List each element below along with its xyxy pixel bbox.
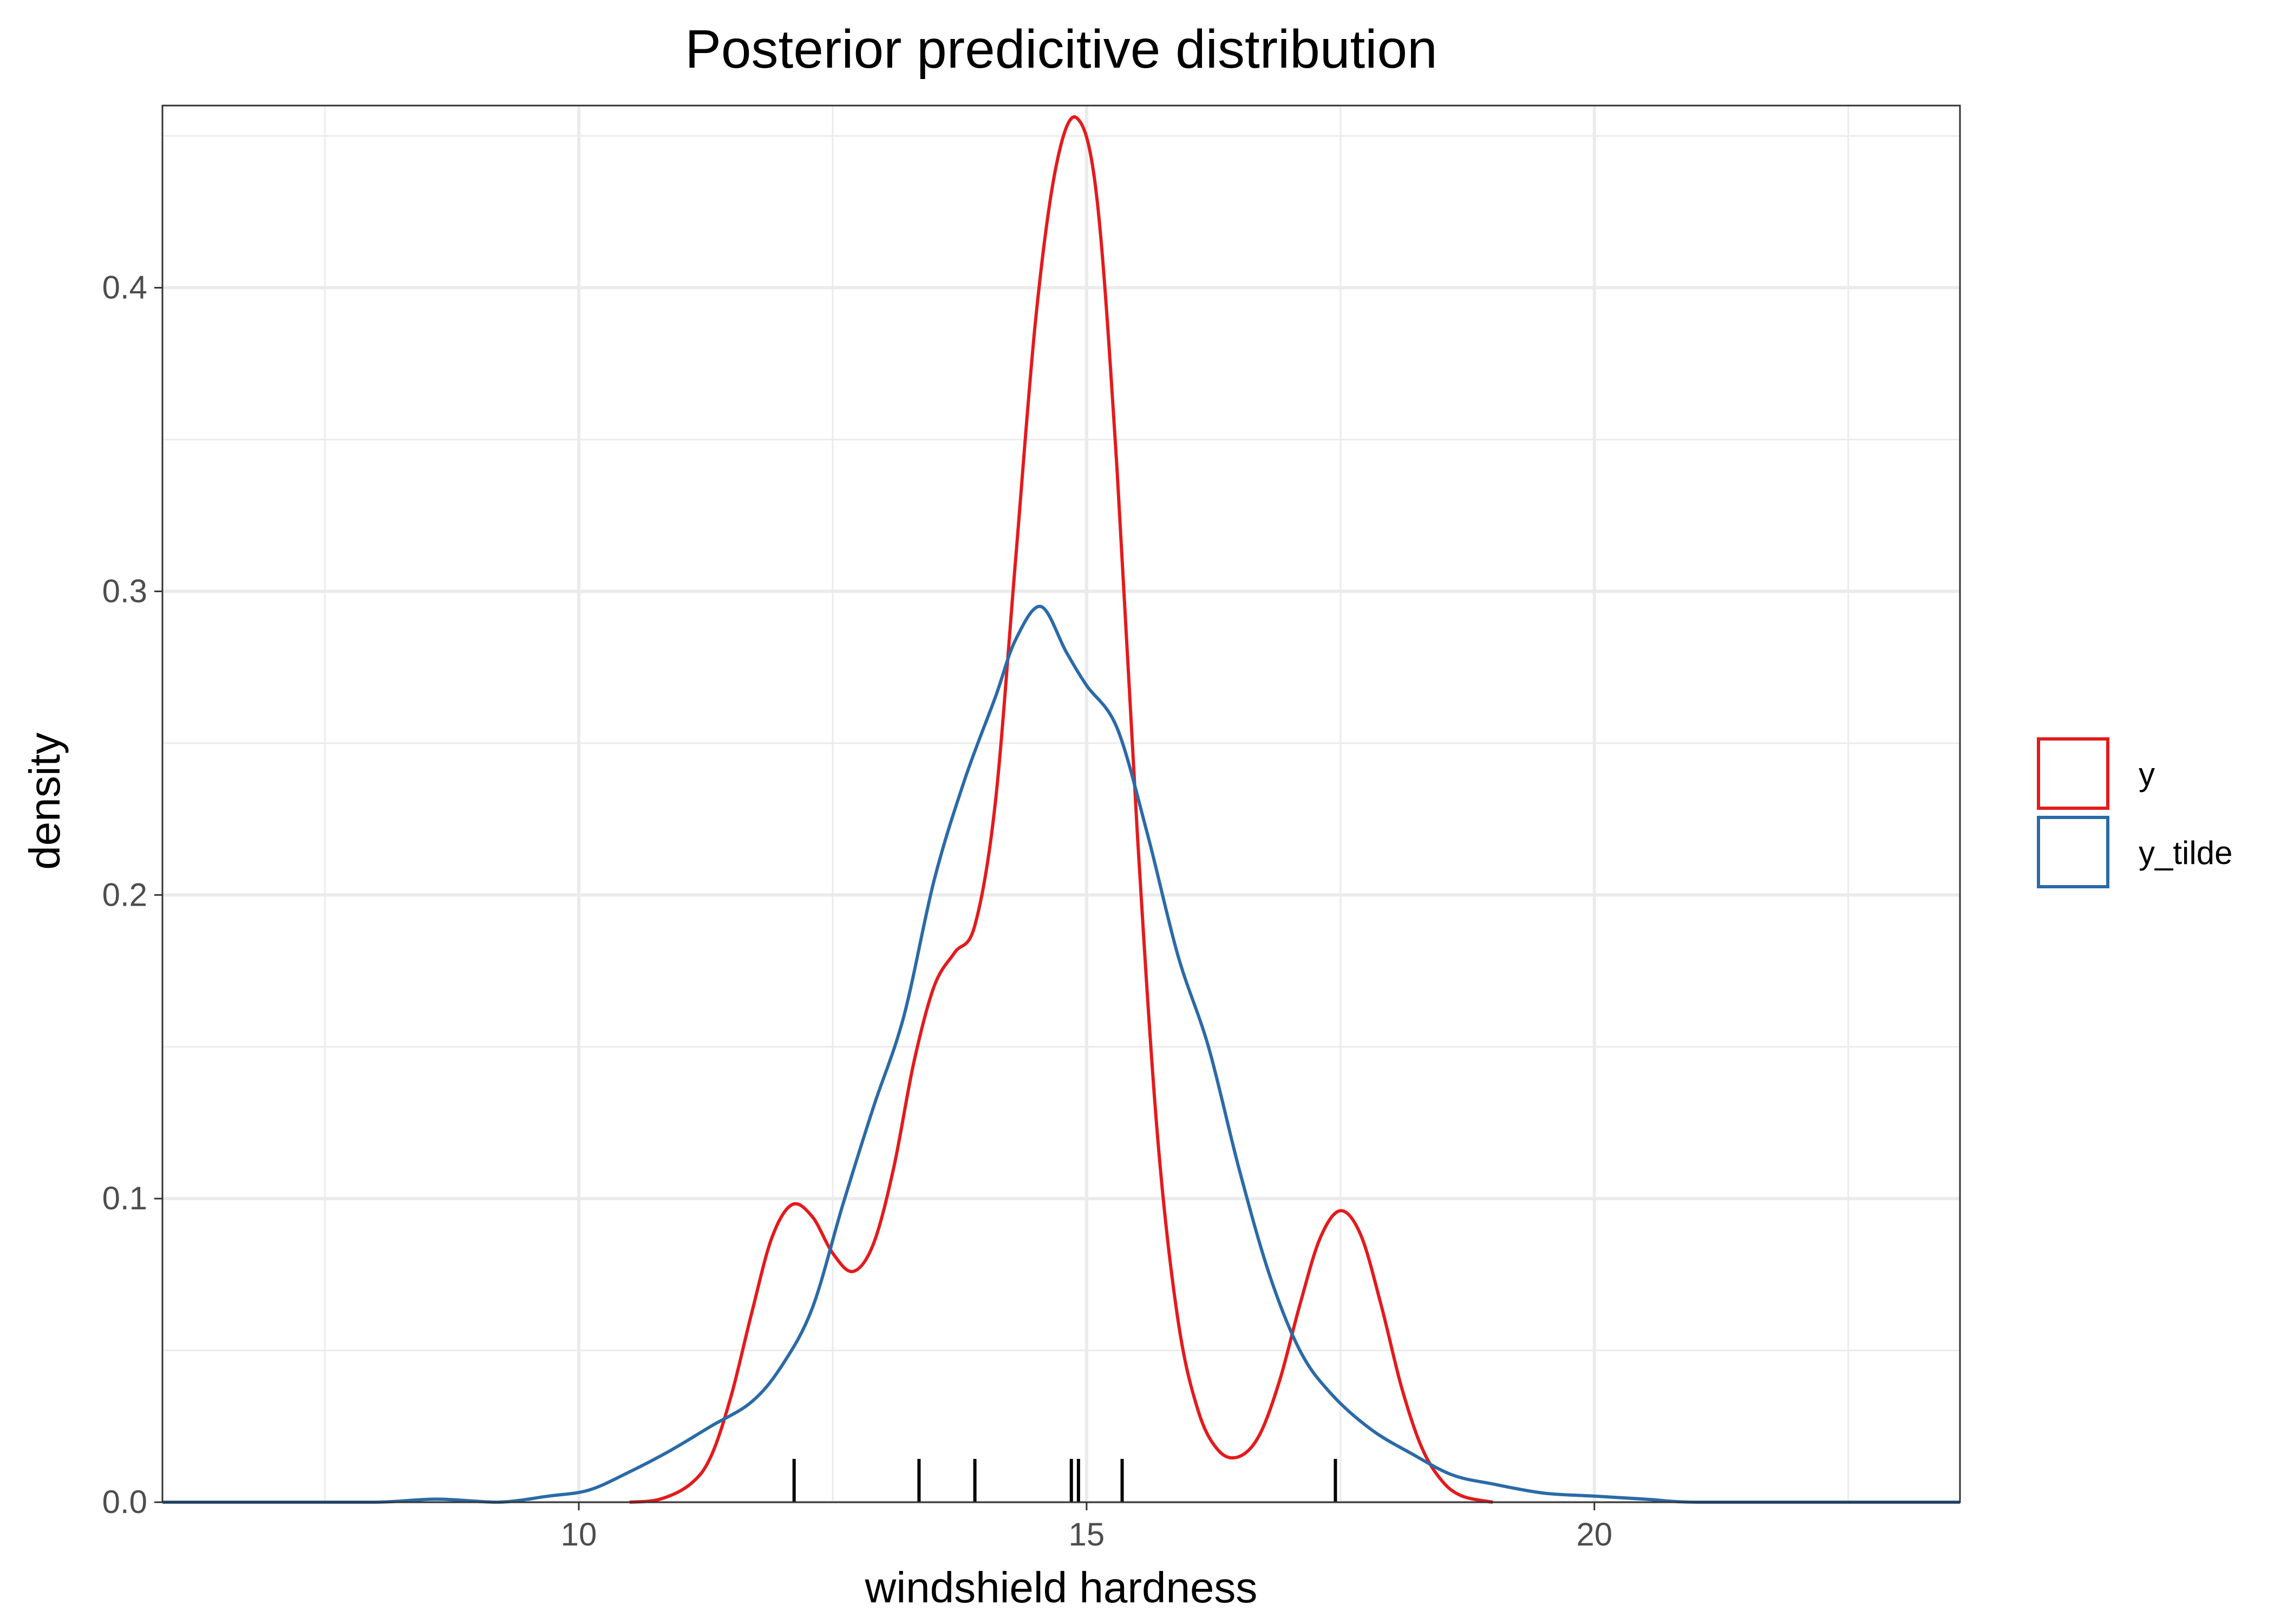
x-axis-title: windshield hardness [865,1563,1258,1612]
legend-key-y [2037,737,2109,810]
y-axis-title: density [21,732,69,869]
y-tick-label: 0.3 [102,573,147,609]
legend-label: y [2139,756,2155,793]
x-axis: 10 15 20 [561,1502,1612,1553]
y-tick-label: 0.1 [102,1180,147,1216]
y-axis: 0.0 0.1 0.2 0.3 0.4 [102,270,162,1520]
legend-key-y-tilde [2037,816,2109,888]
legend-label: y_tilde [2139,835,2232,871]
x-tick-label: 10 [561,1516,597,1553]
y-tick-label: 0.4 [102,270,147,306]
rug-marks [792,1459,1337,1502]
legend: y y_tilde [2037,737,2232,888]
series-lines [162,115,1960,1504]
grid [162,106,1960,1504]
x-tick-label: 15 [1069,1516,1105,1553]
chart-title: Posterior predicitive distribution [685,19,1437,80]
series-line-y-tilde [162,605,1960,1504]
series-line-y [629,115,1493,1504]
y-tick-label: 0.2 [102,876,147,913]
x-tick-label: 20 [1576,1516,1612,1553]
panel-border [161,104,1961,1503]
y-tick-label: 0.0 [102,1484,147,1520]
